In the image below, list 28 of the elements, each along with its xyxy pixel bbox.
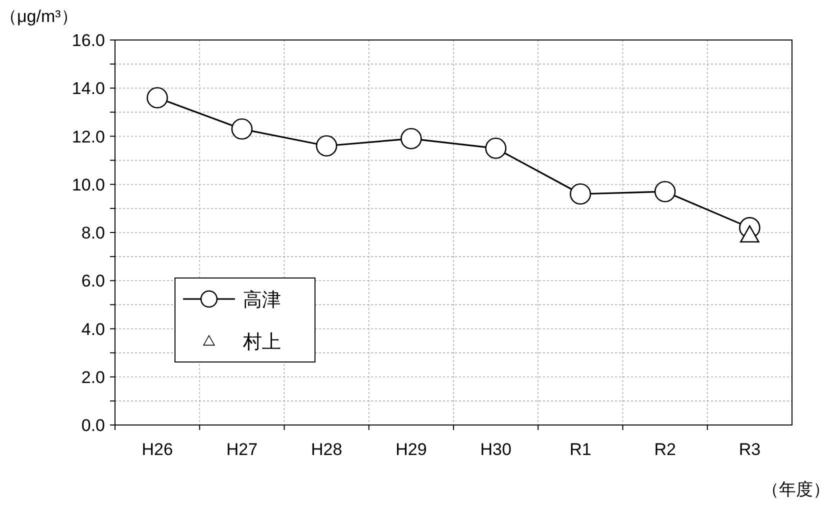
xlabel: （年度）: [762, 480, 830, 499]
ytick: 4.0: [81, 320, 105, 339]
ytick: 8.0: [81, 224, 105, 242]
ylabel: （μg/m³）: [0, 7, 78, 26]
ytick: 10.0: [72, 175, 105, 194]
xtick: H30: [480, 440, 512, 459]
xtick: H27: [226, 440, 258, 459]
point: [654, 180, 676, 202]
xtick: H29: [396, 440, 427, 459]
xtick: H26: [142, 440, 173, 459]
point: [570, 183, 592, 205]
xtick: R3: [738, 440, 761, 459]
point: [316, 135, 338, 157]
point: [231, 118, 253, 140]
point: [146, 87, 168, 108]
ytick: 14.0: [72, 79, 105, 98]
xtick: R2: [654, 440, 676, 459]
legend-label: 村上: [243, 332, 281, 353]
point: [400, 128, 422, 150]
ytick: 6.0: [81, 272, 105, 291]
ytick: 12.0: [72, 127, 105, 146]
legend-label: 高津: [243, 290, 281, 311]
xtick: H28: [310, 440, 342, 459]
point: [485, 138, 506, 159]
ytick: 16.0: [72, 31, 105, 50]
xtick: R1: [570, 440, 592, 459]
ytick: 2.0: [81, 368, 105, 387]
ytick: 0.0: [81, 416, 105, 435]
